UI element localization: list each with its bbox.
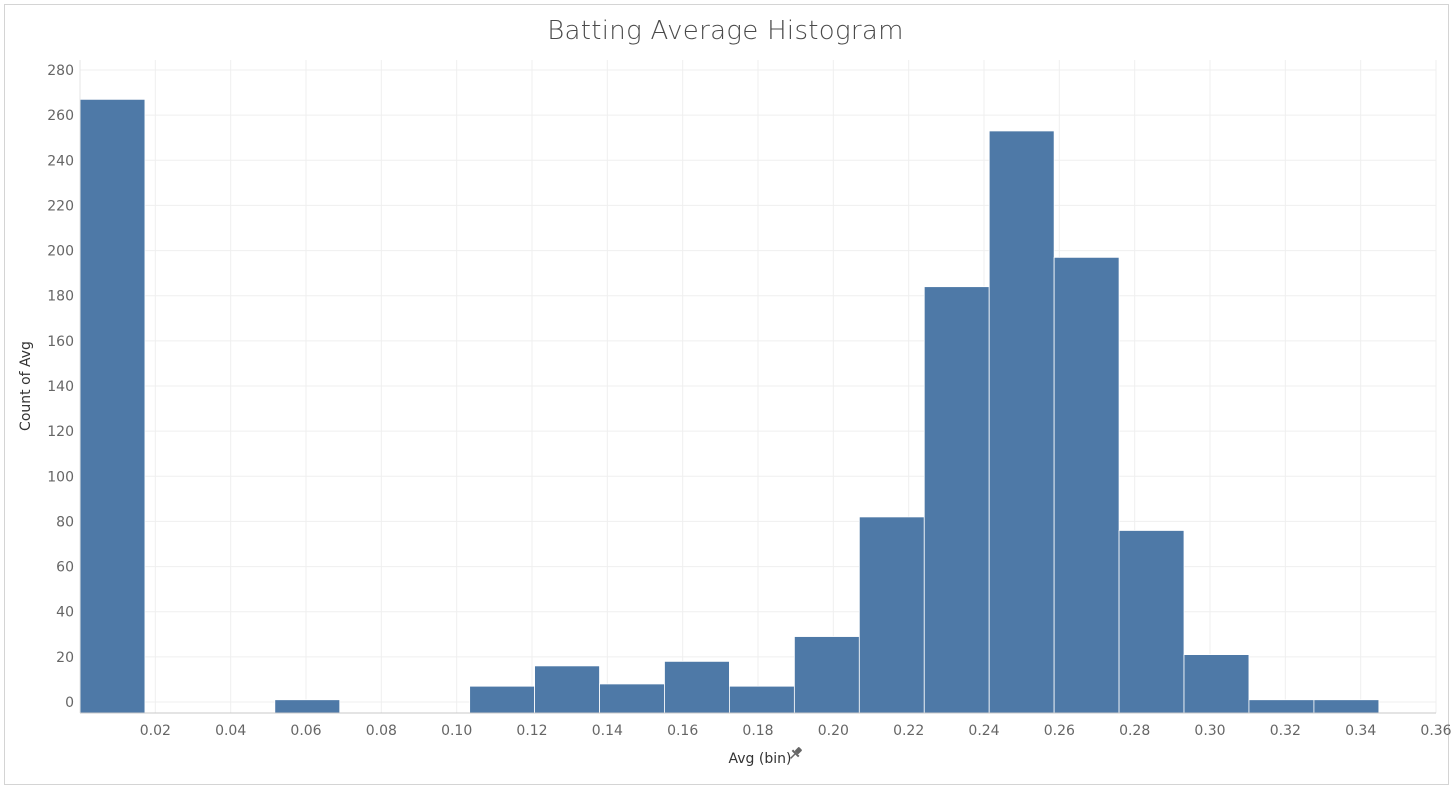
y-tick-label: 20 bbox=[56, 650, 74, 666]
x-tick-label: 0.26 bbox=[1044, 723, 1075, 739]
y-tick-label: 100 bbox=[47, 469, 74, 485]
x-axis-title: Avg (bin) bbox=[729, 751, 792, 767]
x-tick-label: 0.04 bbox=[215, 723, 246, 739]
y-axis-title: Count of Avg bbox=[18, 341, 34, 431]
histogram-bar[interactable] bbox=[79, 98, 146, 714]
pin-icon[interactable] bbox=[787, 745, 803, 761]
x-tick-label: 0.20 bbox=[818, 723, 849, 739]
bars bbox=[79, 98, 1380, 714]
x-tick-label: 0.28 bbox=[1119, 723, 1150, 739]
x-tick-label: 0.02 bbox=[140, 723, 171, 739]
histogram-bar[interactable] bbox=[988, 130, 1055, 714]
x-tick-label: 0.16 bbox=[667, 723, 698, 739]
y-tick-label: 180 bbox=[47, 289, 74, 305]
axes bbox=[79, 60, 1436, 714]
x-tick-label: 0.22 bbox=[893, 723, 924, 739]
y-tick-label: 240 bbox=[47, 153, 74, 169]
x-tick-label: 0.08 bbox=[366, 723, 397, 739]
x-tick-label: 0.32 bbox=[1270, 723, 1301, 739]
histogram-bar[interactable] bbox=[469, 685, 535, 714]
histogram-bar[interactable] bbox=[858, 516, 925, 714]
y-tick-label: 80 bbox=[56, 514, 74, 530]
y-tick-label: 260 bbox=[47, 108, 74, 124]
y-tick-label: 220 bbox=[47, 198, 74, 214]
x-tick-label: 0.18 bbox=[742, 723, 773, 739]
histogram-bar[interactable] bbox=[923, 286, 990, 714]
histogram-bar[interactable] bbox=[534, 665, 600, 714]
y-tick-labels: 0 20 40 60 80 100 120 140 160 180 200 220 240 260 280 bbox=[47, 63, 74, 711]
histogram-bar[interactable] bbox=[1118, 530, 1185, 714]
y-tick-label: 200 bbox=[47, 244, 74, 260]
x-tick-label: 0.30 bbox=[1194, 723, 1225, 739]
histogram-bar[interactable] bbox=[274, 699, 341, 714]
x-axis-title-group: Avg (bin) bbox=[729, 745, 803, 767]
histogram-bar[interactable] bbox=[664, 660, 730, 714]
histogram-bar[interactable] bbox=[1248, 699, 1315, 714]
histogram-bar[interactable] bbox=[1183, 654, 1250, 714]
gridlines bbox=[80, 60, 1437, 713]
y-tick-label: 40 bbox=[56, 605, 74, 621]
x-tick-label: 0.12 bbox=[516, 723, 547, 739]
histogram-bar[interactable] bbox=[1313, 699, 1380, 714]
histogram-bar[interactable] bbox=[793, 636, 860, 714]
histogram-bar[interactable] bbox=[729, 685, 795, 714]
x-tick-label: 0.34 bbox=[1345, 723, 1376, 739]
y-tick-label: 60 bbox=[56, 560, 74, 576]
y-tick-label: 160 bbox=[47, 334, 74, 350]
x-tick-label: 0.14 bbox=[592, 723, 623, 739]
histogram-bar[interactable] bbox=[1053, 256, 1120, 714]
chart-title: Batting Average Histogram bbox=[547, 16, 904, 46]
x-tick-label: 0.10 bbox=[441, 723, 472, 739]
y-tick-label: 140 bbox=[47, 379, 74, 395]
x-tick-label: 0.36 bbox=[1420, 723, 1451, 739]
x-tick-label: 0.06 bbox=[290, 723, 321, 739]
histogram-bar[interactable] bbox=[599, 683, 665, 714]
x-tick-label: 0.24 bbox=[968, 723, 999, 739]
y-tick-label: 280 bbox=[47, 63, 74, 79]
y-tick-label: 120 bbox=[47, 424, 74, 440]
y-tick-label: 0 bbox=[65, 695, 74, 711]
x-tick-labels: 0.02 0.04 0.06 0.08 0.10 0.12 0.14 0.16 0.18 0.20… bbox=[140, 723, 1452, 739]
